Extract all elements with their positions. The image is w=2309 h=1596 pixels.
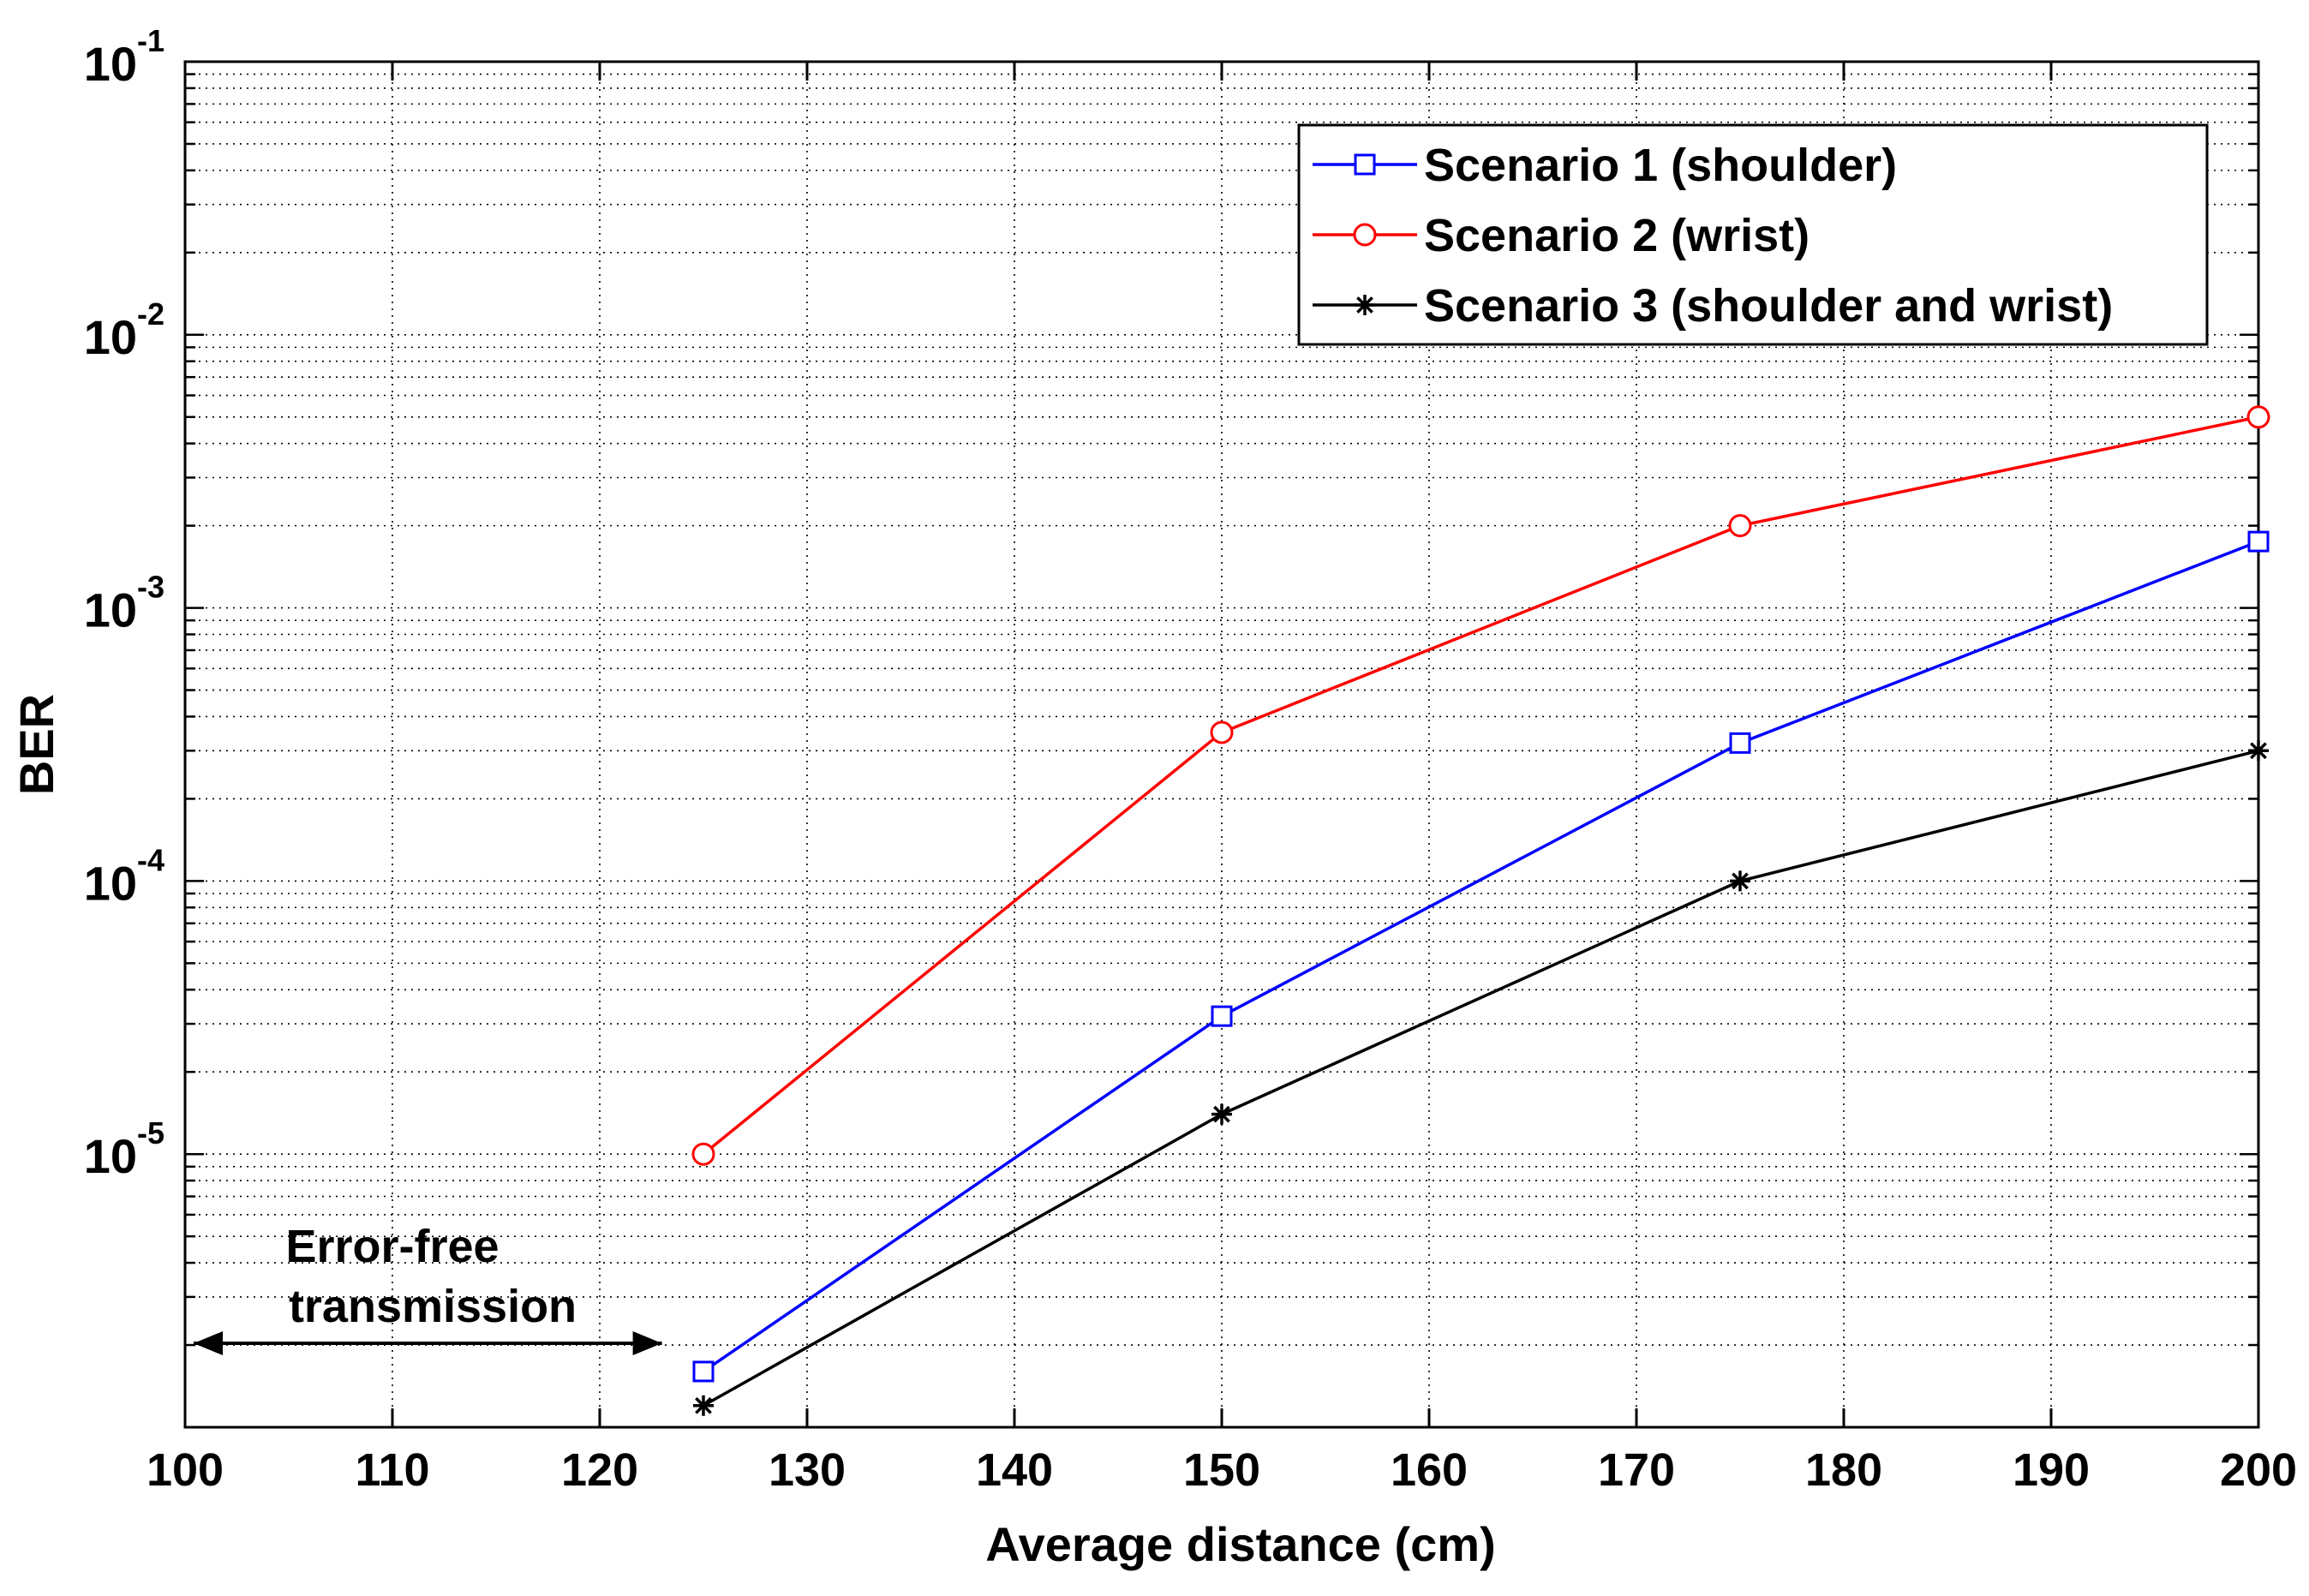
legend-marker-2	[1353, 223, 1377, 247]
legend: Scenario 1 (shoulder) Scenario 2 (wrist) S…	[1297, 123, 2209, 346]
y-tick-exponent: -3	[137, 570, 165, 605]
legend-marker-1	[1354, 153, 1376, 176]
annotation-line-2: transmission	[289, 1281, 577, 1332]
series-1-point	[2247, 530, 2270, 553]
y-tick-exponent: -4	[137, 842, 165, 877]
y-tick-label: 10	[84, 1129, 137, 1183]
series-1-point	[1729, 732, 1751, 754]
y-tick-label: 10	[84, 310, 137, 364]
series-2-point	[1210, 720, 1234, 744]
x-tick-label: 120	[561, 1444, 638, 1496]
series-3-point	[2248, 740, 2269, 762]
y-tick-exponent: -5	[137, 1115, 165, 1151]
series-2-line	[702, 415, 2259, 1156]
series-1	[692, 530, 2270, 1383]
series-layer	[691, 405, 2270, 1416]
x-tick-label: 190	[2013, 1444, 2090, 1496]
x-tick-label: 150	[1183, 1444, 1260, 1496]
series-2-point	[2246, 405, 2270, 429]
y-tick-exponent: -2	[137, 296, 165, 332]
x-tick-label: 140	[976, 1444, 1053, 1496]
y-tick-label: 10	[84, 37, 137, 91]
x-tick-label: 110	[355, 1444, 429, 1496]
legend-label-2: Scenario 2 (wrist)	[1424, 210, 1810, 261]
series-2-point	[1728, 514, 1752, 538]
series-2	[691, 405, 2270, 1166]
series-3	[693, 740, 2269, 1416]
y-axis-title: BER	[9, 694, 63, 795]
series-3-point	[1730, 870, 1750, 892]
x-axis-title: Average distance (cm)	[985, 1517, 1496, 1571]
x-tick-label: 160	[1391, 1444, 1468, 1496]
y-tick-label: 10	[84, 583, 137, 637]
series-2-point	[691, 1142, 715, 1166]
series-3-point	[1211, 1103, 1232, 1125]
y-tick-label: 10	[84, 856, 137, 910]
legend-marker-3	[1355, 295, 1375, 315]
x-tick-label: 200	[2220, 1444, 2297, 1496]
annotation-line-1: Error-free	[285, 1221, 499, 1272]
y-tick-exponent: -1	[137, 23, 165, 58]
series-1-point	[692, 1360, 715, 1383]
x-tick-label: 180	[1805, 1444, 1882, 1496]
legend-box	[1297, 123, 2209, 346]
series-3-line	[703, 749, 2259, 1408]
x-tick-label: 170	[1598, 1444, 1675, 1496]
legend-label-3: Scenario 3 (shoulder and wrist)	[1424, 280, 2113, 332]
annotation-arrowhead-right	[632, 1331, 662, 1355]
series-1-point	[1211, 1005, 1233, 1027]
series-1-line	[703, 540, 2259, 1373]
legend-label-1: Scenario 1 (shoulder)	[1424, 140, 1897, 191]
annotation: Error-free transmission	[194, 1221, 662, 1355]
annotation-arrowhead-left	[194, 1331, 223, 1355]
x-tick-label: 100	[147, 1444, 224, 1496]
series-3-point	[693, 1395, 714, 1416]
x-tick-label: 130	[769, 1444, 846, 1496]
